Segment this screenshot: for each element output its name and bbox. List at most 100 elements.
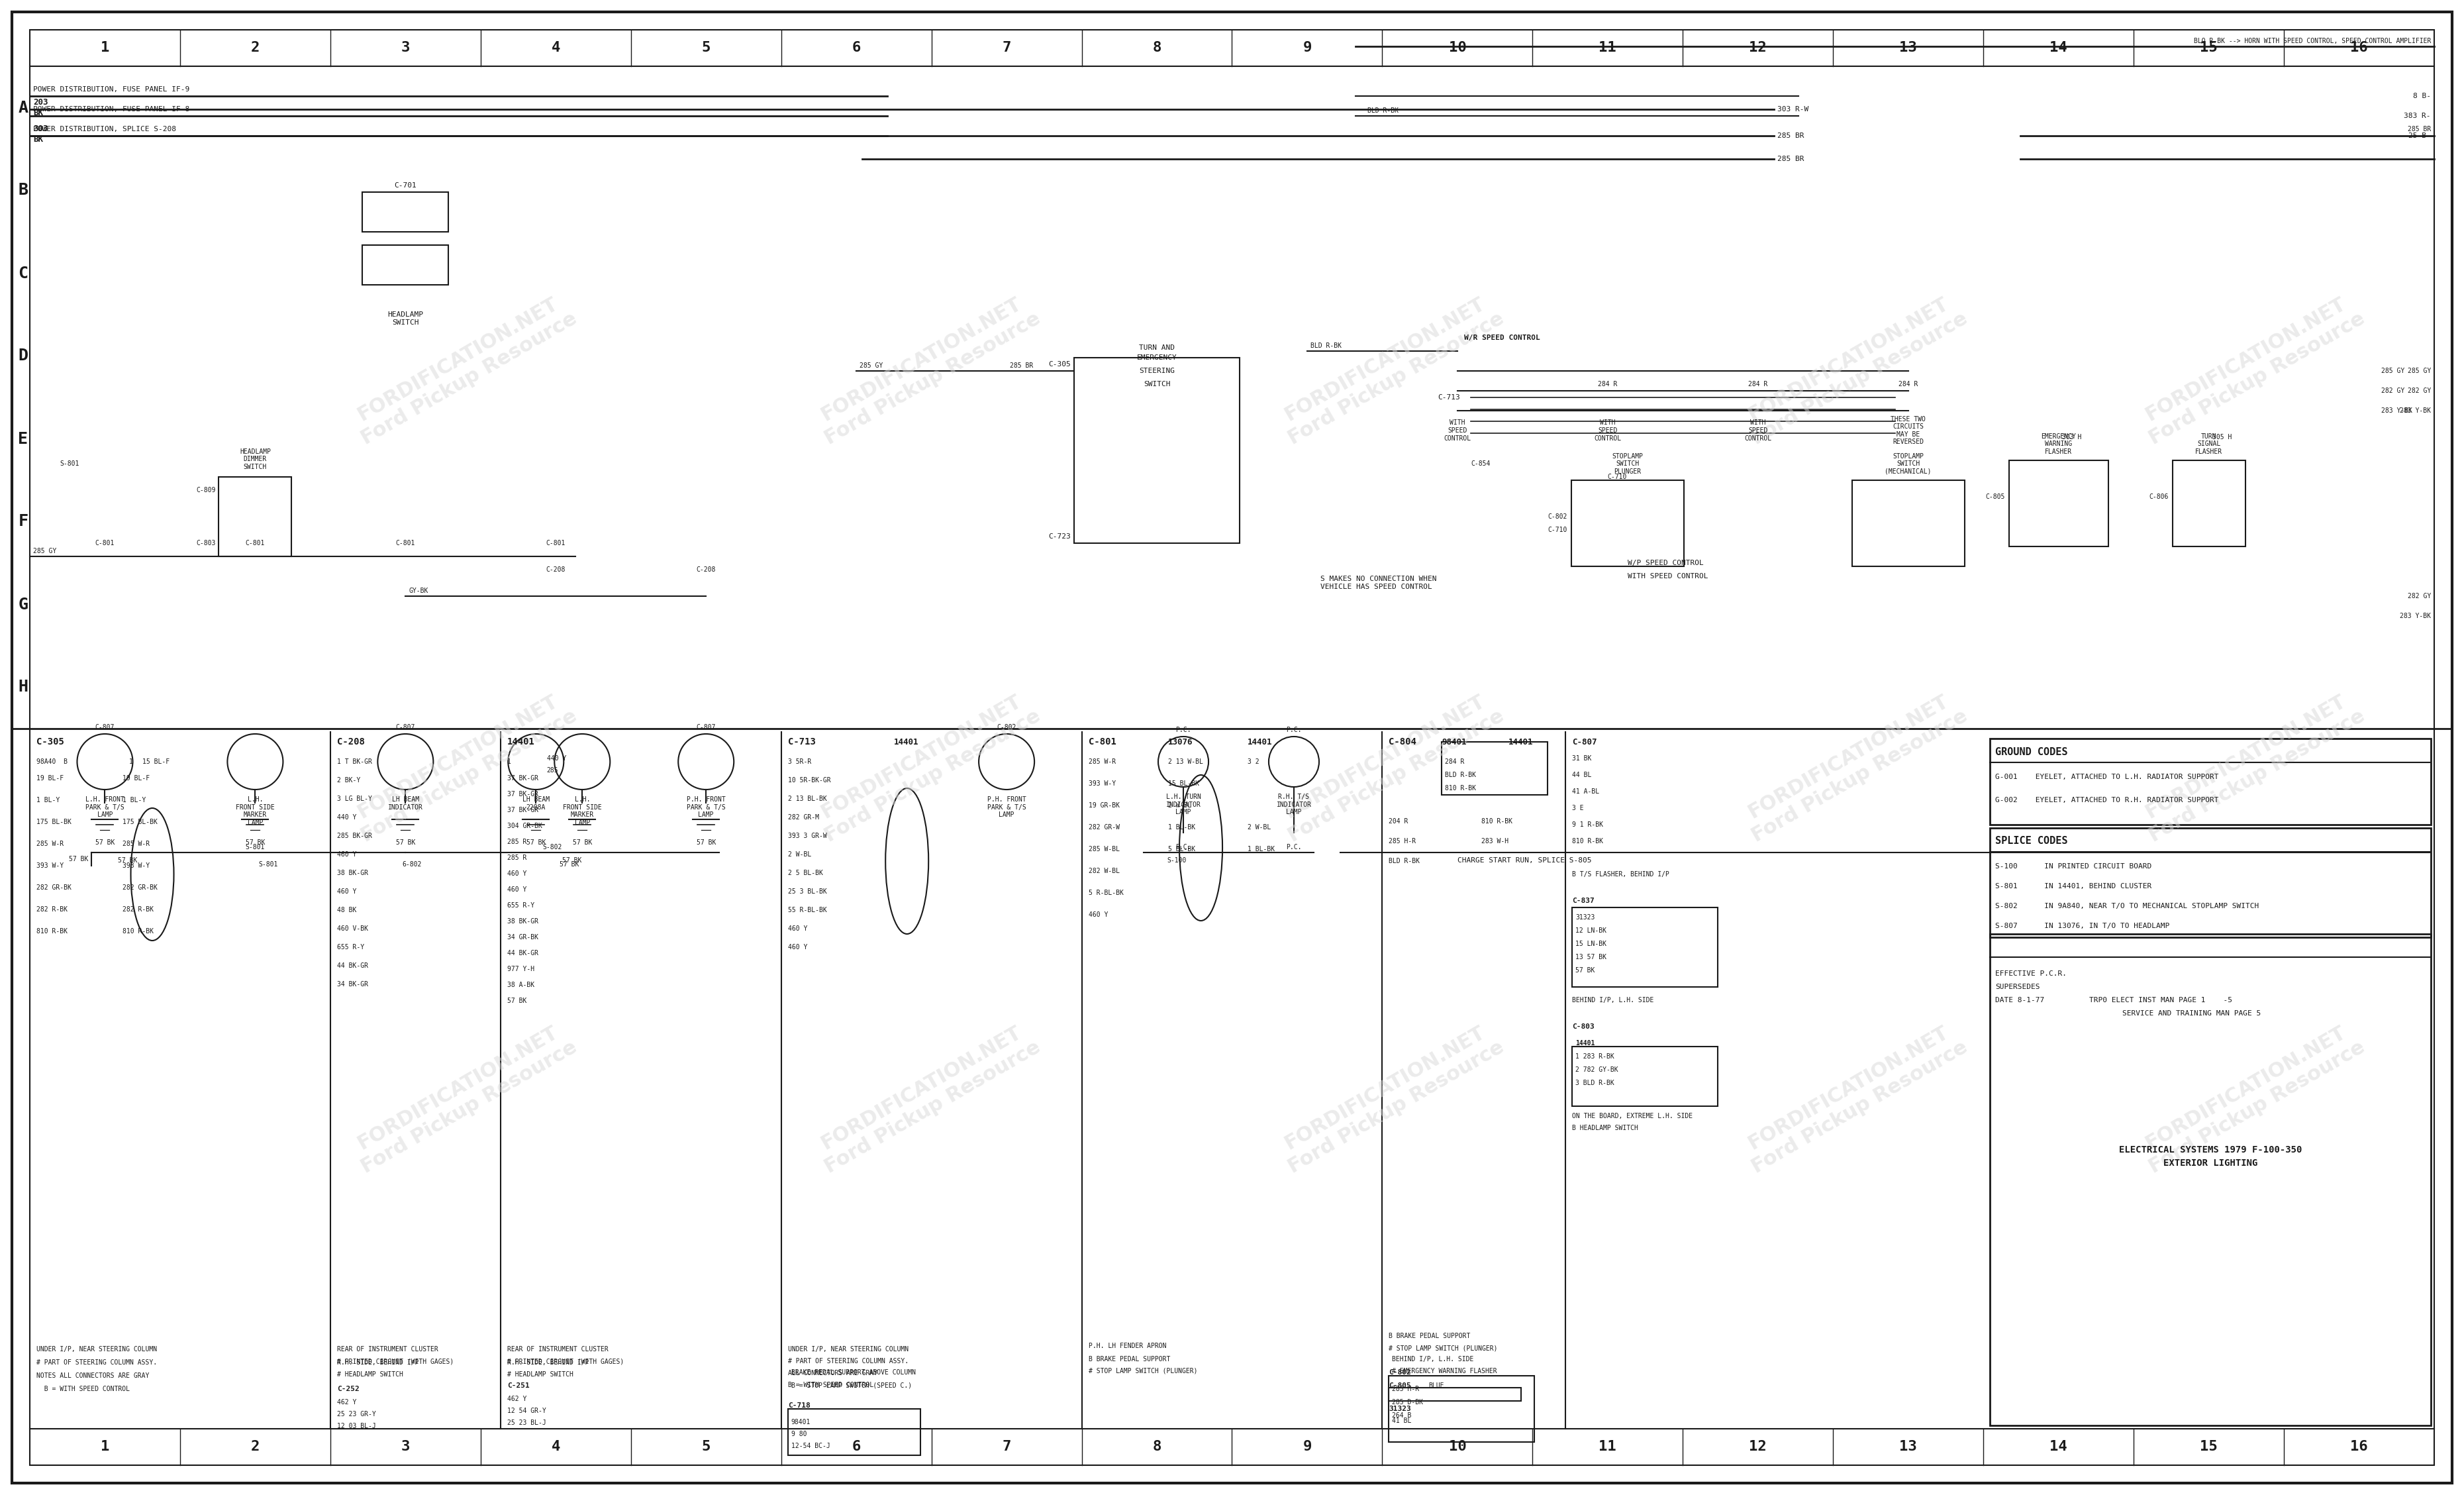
Text: 25 B-: 25 B- bbox=[2407, 133, 2432, 139]
Text: C-710: C-710 bbox=[1607, 474, 1626, 480]
Text: 57 BK: 57 BK bbox=[246, 839, 266, 846]
Text: 8: 8 bbox=[1153, 1440, 1161, 1453]
Text: FORDIFICATION.NET
Ford Pickup Resource: FORDIFICATION.NET Ford Pickup Resource bbox=[1274, 290, 1508, 448]
Text: FORDIFICATION.NET
Ford Pickup Resource: FORDIFICATION.NET Ford Pickup Resource bbox=[1737, 686, 1971, 846]
Text: C-806: C-806 bbox=[2149, 493, 2168, 501]
Text: 383 R-: 383 R- bbox=[2405, 112, 2432, 120]
Text: BRAKE PEDAL SUPPORT ABOVE COLUMN: BRAKE PEDAL SUPPORT ABOVE COLUMN bbox=[791, 1369, 917, 1375]
Text: C-801: C-801 bbox=[1089, 737, 1116, 746]
Text: ALL CONNECTORS ARE GRAY: ALL CONNECTORS ARE GRAY bbox=[788, 1369, 877, 1377]
Text: 810 R-BK: 810 R-BK bbox=[1572, 837, 1604, 845]
Text: 1 283 R-BK: 1 283 R-BK bbox=[1574, 1052, 1614, 1060]
Text: WITH
SPEED
CONTROL: WITH SPEED CONTROL bbox=[1444, 420, 1471, 441]
Text: 25 23 BL-J: 25 23 BL-J bbox=[508, 1419, 547, 1426]
Text: C-804: C-804 bbox=[1390, 737, 1417, 746]
Bar bbox=[2008, 460, 2109, 547]
Text: 6: 6 bbox=[853, 1440, 860, 1453]
Text: 460 Y: 460 Y bbox=[338, 851, 357, 858]
Text: S-801: S-801 bbox=[259, 861, 278, 867]
Text: STOPLAMP
SWITCH
(MECHANICAL): STOPLAMP SWITCH (MECHANICAL) bbox=[1885, 453, 1932, 475]
Text: 2 13 BL-BK: 2 13 BL-BK bbox=[788, 795, 828, 803]
Text: WITH
SPEED
CONTROL: WITH SPEED CONTROL bbox=[1745, 420, 1772, 441]
Text: REAR OF INSTRUMENT CLUSTER: REAR OF INSTRUMENT CLUSTER bbox=[508, 1346, 609, 1353]
Text: FORDIFICATION.NET
Ford Pickup Resource: FORDIFICATION.NET Ford Pickup Resource bbox=[2134, 1018, 2368, 1177]
Text: 2 13 W-BL: 2 13 W-BL bbox=[1168, 758, 1202, 765]
Text: 37 BK-GR: 37 BK-GR bbox=[508, 774, 537, 782]
Text: S-801      IN 14401, BEHIND CLUSTER: S-801 IN 14401, BEHIND CLUSTER bbox=[1996, 884, 2151, 890]
Text: C-701: C-701 bbox=[394, 182, 416, 188]
Text: 460 Y: 460 Y bbox=[788, 925, 808, 931]
Text: 11: 11 bbox=[1599, 42, 1616, 55]
Text: 285 W-BL: 285 W-BL bbox=[1089, 846, 1119, 852]
Text: P.H. LH FENDER APRON: P.H. LH FENDER APRON bbox=[1089, 1343, 1165, 1350]
Text: # PRINTED CIRCUIT (WITH GAGES): # PRINTED CIRCUIT (WITH GAGES) bbox=[508, 1357, 623, 1365]
Text: POWER DISTRIBUTION, FUSE PANEL IF-8: POWER DISTRIBUTION, FUSE PANEL IF-8 bbox=[32, 106, 190, 112]
Text: 3 5R-R: 3 5R-R bbox=[788, 758, 811, 765]
Text: W/R SPEED CONTROL: W/R SPEED CONTROL bbox=[1464, 335, 1540, 341]
Text: G-002    EYELET, ATTACHED TO R.H. RADIATOR SUPPORT: G-002 EYELET, ATTACHED TO R.H. RADIATOR … bbox=[1996, 797, 2218, 803]
Text: P.H. FRONT
PARK & T/S
LAMP: P.H. FRONT PARK & T/S LAMP bbox=[988, 797, 1025, 818]
Text: BLO R-BK --> HORN WITH SPEED CONTROL, SPEED CONTROL AMPLIFIER: BLO R-BK --> HORN WITH SPEED CONTROL, SP… bbox=[2193, 37, 2432, 45]
Text: 9: 9 bbox=[1303, 42, 1311, 55]
Text: 38 BK-GR: 38 BK-GR bbox=[508, 918, 537, 925]
Text: L.H.
FRONT SIDE
MARKER
LAMP: L.H. FRONT SIDE MARKER LAMP bbox=[562, 797, 601, 825]
Text: B = WITH SPEED CONTROL: B = WITH SPEED CONTROL bbox=[37, 1386, 131, 1392]
Text: 9: 9 bbox=[1303, 1440, 1311, 1453]
Text: P.C.: P.C. bbox=[1286, 843, 1301, 851]
Text: 37 BK-GR: 37 BK-GR bbox=[508, 807, 537, 813]
Text: # PART OF STEERING COLUMN ASSY.: # PART OF STEERING COLUMN ASSY. bbox=[788, 1357, 909, 1365]
Bar bbox=[219, 477, 291, 556]
Text: 203: 203 bbox=[32, 99, 47, 108]
Text: 3 LG BL-Y: 3 LG BL-Y bbox=[338, 795, 372, 803]
Bar bbox=[1390, 1375, 1535, 1443]
Text: POWER DISTRIBUTION, FUSE PANEL IF-9: POWER DISTRIBUTION, FUSE PANEL IF-9 bbox=[32, 87, 190, 93]
Text: SUPERSEDES: SUPERSEDES bbox=[1996, 984, 2040, 990]
Text: 9 1 R-BK: 9 1 R-BK bbox=[1572, 821, 1604, 828]
Text: C-802: C-802 bbox=[1547, 513, 1567, 520]
Text: # PRINTED CIRCUIT (WITH GAGES): # PRINTED CIRCUIT (WITH GAGES) bbox=[338, 1357, 453, 1365]
Text: R.H. SIDE, BEHIND I/P: R.H. SIDE, BEHIND I/P bbox=[338, 1359, 419, 1366]
Text: 655 R-Y: 655 R-Y bbox=[338, 943, 365, 951]
Text: 14: 14 bbox=[2050, 1440, 2067, 1453]
Bar bbox=[1991, 934, 2432, 1425]
Text: 55 R-BL-BK: 55 R-BL-BK bbox=[788, 907, 828, 913]
Text: B: B bbox=[17, 182, 27, 199]
Text: 41 BL: 41 BL bbox=[1392, 1417, 1412, 1425]
Text: 282 R-BK: 282 R-BK bbox=[37, 906, 67, 913]
Text: 41 A-BL: 41 A-BL bbox=[1572, 788, 1599, 795]
Text: FORDIFICATION.NET
Ford Pickup Resource: FORDIFICATION.NET Ford Pickup Resource bbox=[1737, 1018, 1971, 1177]
Text: 810 R-BK: 810 R-BK bbox=[1446, 785, 1476, 791]
Text: 2 BK-Y: 2 BK-Y bbox=[338, 777, 360, 783]
Text: FORDIFICATION.NET
Ford Pickup Resource: FORDIFICATION.NET Ford Pickup Resource bbox=[347, 290, 582, 448]
Text: WITH
SPEED
CONTROL: WITH SPEED CONTROL bbox=[1594, 420, 1621, 441]
Text: H: H bbox=[17, 679, 27, 695]
Text: 12 54 GR-Y: 12 54 GR-Y bbox=[508, 1408, 547, 1414]
Text: P.C.: P.C. bbox=[1175, 727, 1190, 733]
Text: B BRAKE PEDAL SUPPORT: B BRAKE PEDAL SUPPORT bbox=[1089, 1356, 1170, 1362]
Text: STOPLAMP
SWITCH
PLUNGER: STOPLAMP SWITCH PLUNGER bbox=[1611, 453, 1643, 475]
Text: 57 BK: 57 BK bbox=[508, 997, 527, 1005]
Text: 1: 1 bbox=[508, 758, 510, 765]
Text: DATE 8-1-77: DATE 8-1-77 bbox=[1996, 997, 2045, 1003]
Text: 25 3 BL-BK: 25 3 BL-BK bbox=[788, 888, 828, 896]
Text: 285 GY: 285 GY bbox=[860, 362, 882, 369]
Text: UNDER I/P, NEAR STEERING COLUMN: UNDER I/P, NEAR STEERING COLUMN bbox=[788, 1346, 909, 1353]
Text: 460 Y: 460 Y bbox=[788, 943, 808, 951]
Text: S-802: S-802 bbox=[542, 843, 562, 851]
Text: TURN
SIGNAL
FLASHER: TURN SIGNAL FLASHER bbox=[2195, 434, 2223, 454]
Text: 303 H: 303 H bbox=[2062, 434, 2082, 441]
Text: 38 A-BK: 38 A-BK bbox=[508, 982, 535, 988]
Text: 13076: 13076 bbox=[1168, 737, 1193, 746]
Text: SWITCH: SWITCH bbox=[1143, 381, 1170, 387]
Text: FORDIFICATION.NET
Ford Pickup Resource: FORDIFICATION.NET Ford Pickup Resource bbox=[347, 686, 582, 846]
Text: 10: 10 bbox=[1449, 42, 1466, 55]
Text: 8 B-: 8 B- bbox=[2412, 93, 2432, 99]
Text: 14401: 14401 bbox=[508, 737, 535, 746]
Text: C-854: C-854 bbox=[1471, 460, 1491, 466]
Bar bbox=[2173, 460, 2245, 547]
Text: 285 R: 285 R bbox=[508, 855, 527, 861]
Text: 285 D-BK: 285 D-BK bbox=[1392, 1399, 1424, 1405]
Text: L.H. TURN
INDICATOR
LAMP: L.H. TURN INDICATOR LAMP bbox=[1165, 794, 1200, 816]
Text: 14401: 14401 bbox=[1247, 737, 1271, 746]
Text: 2 W-BL: 2 W-BL bbox=[1168, 803, 1190, 809]
